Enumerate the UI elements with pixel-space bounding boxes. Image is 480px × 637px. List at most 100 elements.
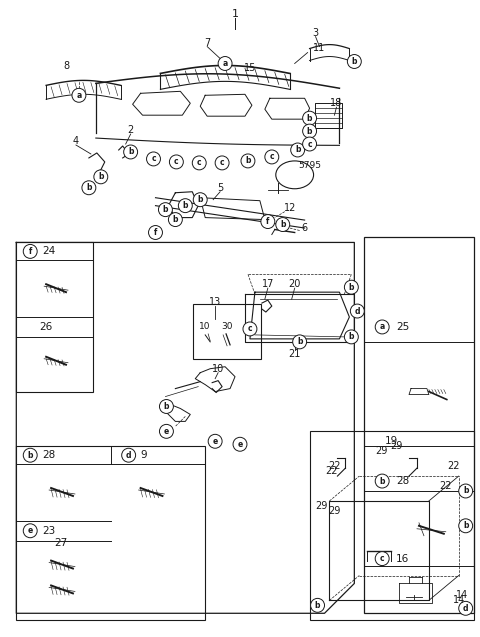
Text: d: d (463, 604, 468, 613)
Text: 9: 9 (141, 450, 147, 460)
Text: b: b (315, 601, 320, 610)
Text: 10: 10 (212, 364, 224, 374)
Circle shape (82, 181, 96, 195)
Text: 22: 22 (440, 481, 452, 491)
Text: 29: 29 (328, 506, 341, 516)
Text: 21: 21 (288, 349, 301, 359)
Circle shape (311, 598, 324, 612)
Text: 5795: 5795 (298, 161, 321, 170)
Text: b: b (86, 183, 92, 192)
Text: b: b (245, 157, 251, 166)
Circle shape (124, 145, 138, 159)
Text: b: b (348, 283, 354, 292)
Text: b: b (348, 333, 354, 341)
Text: f: f (28, 247, 32, 256)
Text: b: b (463, 487, 468, 496)
Text: 30: 30 (221, 322, 233, 331)
Text: 28: 28 (396, 476, 409, 486)
Text: b: b (280, 220, 286, 229)
Text: f: f (154, 228, 157, 237)
Text: e: e (238, 440, 242, 449)
Circle shape (241, 154, 255, 168)
Circle shape (158, 203, 172, 217)
Bar (310, 431, 474, 620)
Text: b: b (128, 148, 133, 157)
Circle shape (192, 156, 206, 170)
Text: 12: 12 (284, 203, 296, 213)
Text: a: a (222, 59, 228, 68)
Text: b: b (197, 195, 203, 204)
Text: b: b (379, 476, 385, 485)
Text: 29: 29 (390, 441, 402, 451)
Text: 29: 29 (375, 447, 387, 456)
Text: e: e (164, 427, 169, 436)
Bar (364, 238, 474, 613)
Circle shape (168, 213, 182, 227)
Text: 27: 27 (54, 538, 68, 548)
Text: 16: 16 (396, 554, 409, 564)
Text: b: b (351, 57, 357, 66)
Text: 7: 7 (204, 38, 210, 48)
Circle shape (348, 55, 361, 68)
Text: b: b (463, 521, 468, 530)
Circle shape (23, 524, 37, 538)
Text: b: b (307, 113, 312, 123)
Circle shape (148, 225, 162, 240)
Circle shape (122, 448, 136, 462)
Text: c: c (248, 324, 252, 333)
Text: 11: 11 (313, 43, 325, 53)
Circle shape (169, 155, 183, 169)
Text: 3: 3 (312, 27, 319, 38)
Circle shape (159, 399, 173, 413)
Text: b: b (297, 338, 302, 347)
Text: a: a (380, 322, 385, 331)
Bar (193, 304, 261, 359)
Text: c: c (269, 152, 274, 161)
Text: 5: 5 (217, 183, 223, 193)
Bar (16, 447, 205, 620)
Text: b: b (27, 451, 33, 460)
Text: c: c (197, 159, 202, 168)
Circle shape (293, 335, 307, 349)
Circle shape (23, 245, 37, 259)
Circle shape (350, 304, 364, 318)
Text: 14: 14 (456, 590, 468, 601)
Circle shape (72, 89, 86, 103)
Text: 17: 17 (262, 279, 274, 289)
Text: 26: 26 (39, 322, 53, 332)
Text: 6: 6 (301, 222, 308, 233)
Circle shape (94, 170, 108, 184)
Circle shape (243, 322, 257, 336)
Text: 1: 1 (231, 9, 239, 18)
Circle shape (159, 424, 173, 438)
Text: 8: 8 (63, 61, 69, 71)
Text: 29: 29 (315, 501, 328, 511)
Text: 10: 10 (200, 322, 211, 331)
Text: 25: 25 (396, 322, 409, 332)
Text: 4: 4 (73, 136, 79, 146)
Text: 24: 24 (42, 247, 55, 256)
Text: b: b (295, 145, 300, 155)
Text: 20: 20 (288, 279, 301, 289)
Text: b: b (98, 173, 104, 182)
Text: c: c (151, 154, 156, 164)
Circle shape (302, 124, 316, 138)
Text: e: e (213, 437, 218, 446)
Circle shape (23, 448, 37, 462)
Circle shape (344, 280, 358, 294)
Text: 13: 13 (209, 297, 221, 307)
Circle shape (146, 152, 160, 166)
Circle shape (302, 111, 316, 125)
Text: d: d (126, 451, 132, 460)
Circle shape (179, 199, 192, 213)
Text: b: b (307, 127, 312, 136)
Text: 22: 22 (325, 466, 338, 476)
Circle shape (459, 484, 473, 498)
Text: b: b (164, 402, 169, 411)
Text: c: c (174, 157, 179, 166)
Text: 19: 19 (384, 436, 398, 447)
Text: 14: 14 (453, 596, 465, 605)
Circle shape (208, 434, 222, 448)
Circle shape (218, 57, 232, 71)
Text: c: c (380, 554, 384, 563)
